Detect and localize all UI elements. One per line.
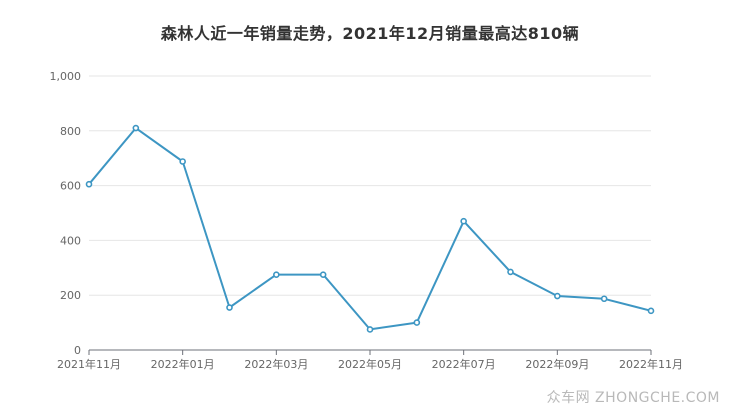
data-point	[226, 304, 233, 311]
x-tick-label: 2022年09月	[525, 357, 589, 371]
y-tick-label: 800	[60, 125, 81, 138]
data-point	[460, 217, 467, 225]
y-tick-label: 400	[60, 234, 81, 247]
series-layer	[88, 127, 652, 331]
x-tick-label: 2022年07月	[432, 357, 496, 371]
data-point	[85, 180, 93, 188]
series-line	[88, 127, 652, 331]
x-axis-ticks: 2021年11月 2022年01月 2022年03月 2022年05月 2022年07月…	[57, 350, 683, 371]
chart-title: 森林人近一年销量走势，2021年12月销量最高达810辆	[160, 24, 580, 43]
data-point	[600, 295, 608, 303]
x-tick-label: 2022年03月	[244, 357, 308, 371]
data-point	[319, 271, 327, 278]
x-tick-label: 2022年05月	[338, 357, 402, 371]
y-tick-label: 600	[60, 180, 81, 193]
y-tick-label: 1,000	[50, 70, 82, 83]
y-tick-label: 0	[74, 344, 81, 357]
x-tick-label: 2022年01月	[151, 357, 215, 371]
x-tick-label: 2022年11月	[619, 357, 683, 371]
data-point	[413, 319, 421, 326]
data-point	[554, 292, 561, 300]
data-point	[507, 268, 514, 276]
grid-lines	[89, 75, 651, 296]
x-tick-label: 2021年11月	[57, 357, 121, 371]
y-axis-ticks: 0 200 400 600 800 1,000	[50, 70, 82, 357]
watermark: 众车网 ZHONGCHE.COM	[546, 390, 720, 406]
data-point	[132, 124, 140, 132]
data-point	[179, 158, 186, 165]
data-point	[366, 326, 374, 333]
data-points	[85, 124, 655, 333]
y-tick-label: 200	[60, 289, 81, 302]
data-point	[647, 307, 655, 315]
data-point	[273, 271, 280, 278]
